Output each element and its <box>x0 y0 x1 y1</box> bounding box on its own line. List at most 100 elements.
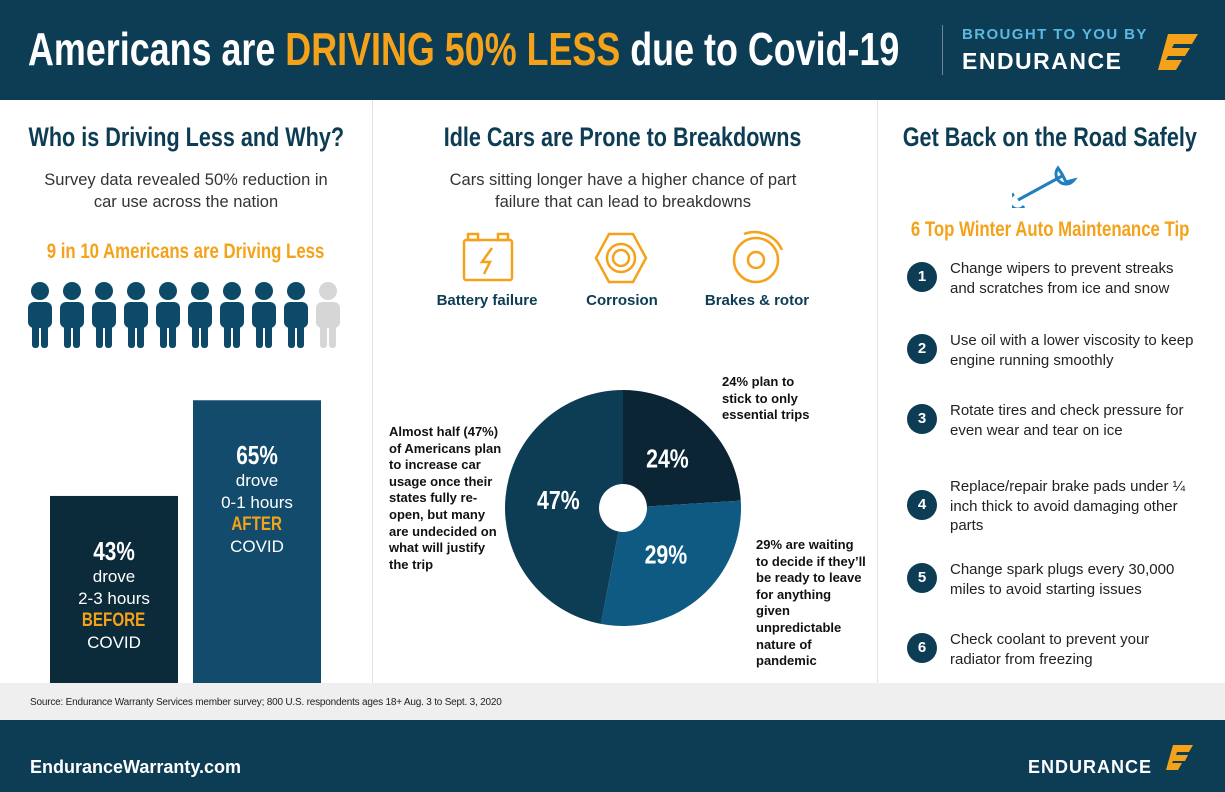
bar-value-text: 43% <box>93 535 135 566</box>
separator <box>877 100 878 683</box>
circle <box>746 250 766 270</box>
brand: ENDURANCE <box>962 48 1123 74</box>
bar-value-text: 65% <box>236 440 278 471</box>
title-start: Americans are <box>28 23 286 75</box>
note: 29% are waiting to decide if they’ll be … <box>756 537 866 669</box>
left-title: Who is Driving Less and Why? <box>0 122 436 153</box>
header-title: Americans are DRIVING 50% LESS due to Co… <box>28 22 1145 76</box>
footer-brand: ENDURANCE <box>1028 757 1153 777</box>
note: Almost half (47%) of Americans plan to i… <box>389 424 502 572</box>
use <box>284 282 308 348</box>
polygon <box>594 232 648 284</box>
tip-text: Change wipers to prevent streaks and scr… <box>950 260 1174 297</box>
bar-emphasis: BEFORE <box>50 610 178 632</box>
span: Americans are DRIVING 50% LESS due to Co… <box>28 22 899 76</box>
title-end: due to Covid-19 <box>620 23 900 75</box>
middle-title-text: Idle Cars are Prone to Breakdowns <box>444 122 802 152</box>
rect <box>462 238 514 282</box>
bar-line: drove <box>92 566 136 586</box>
circle <box>732 236 780 284</box>
title-highlight: DRIVING 50% LESS <box>285 23 621 75</box>
corrosion-icon <box>594 232 648 284</box>
pie-hole <box>599 484 647 532</box>
tip-number: 3 <box>907 404 937 434</box>
bar <box>50 495 178 683</box>
tip-text: Change spark plugs every 30,000 miles to… <box>950 561 1175 598</box>
wrench-icon <box>1012 165 1078 208</box>
bar-line: drove <box>235 471 279 491</box>
use <box>92 282 116 348</box>
footer-url: EnduranceWarranty.com <box>30 757 242 777</box>
tip-text: Replace/repair brake pads under ¼ inch t… <box>950 478 1186 534</box>
tips-heading: 6 Top Winter Auto Maintenance Tip <box>800 218 1225 242</box>
divider <box>942 25 943 75</box>
pie-label: 24% <box>646 445 689 475</box>
bar-emphasis-text: BEFORE <box>82 609 146 631</box>
icon-label: Battery failure <box>436 292 538 309</box>
icon-label: Brakes & rotor <box>704 292 810 309</box>
note: 24% plan to stick to only essential trip… <box>722 374 810 423</box>
use <box>124 282 148 348</box>
logo <box>1158 34 1198 70</box>
use <box>60 282 84 348</box>
footer-logo <box>1166 745 1193 770</box>
use <box>252 282 276 348</box>
pie-chart: 24% 29% 47% <box>504 390 741 626</box>
source: Source: Endurance Warranty Services memb… <box>30 697 502 708</box>
use <box>28 282 52 348</box>
header-band <box>0 0 1225 100</box>
bar-label: 43% drove 2-3 hours BEFORE COVID <box>50 536 178 654</box>
pie-label: 29% <box>645 541 688 571</box>
pie-slice <box>623 390 741 508</box>
battery-icon <box>462 232 514 282</box>
tip-text: Check coolant to prevent your radiator f… <box>950 631 1150 668</box>
bar-value: 65% <box>193 440 321 470</box>
tips-heading-text: 6 Top Winter Auto Maintenance Tip <box>910 218 1190 241</box>
pie-label: 47% <box>537 486 580 516</box>
circle <box>611 248 631 268</box>
person-empty <box>316 282 340 348</box>
separator <box>372 100 373 683</box>
tip-number: 6 <box>907 633 937 663</box>
bar-tail: COVID <box>87 632 141 652</box>
pie-slice <box>600 500 741 626</box>
left-subtitle: Survey data revealed 50% reduction in ca… <box>44 171 328 211</box>
tip-number: 1 <box>907 262 937 292</box>
logo-shape <box>1166 745 1193 770</box>
tip-number: 2 <box>907 334 937 364</box>
right-title-text: Get Back on the Road Safely <box>902 122 1198 152</box>
path <box>1017 174 1063 202</box>
rect <box>466 232 480 242</box>
bar-emphasis-text: AFTER <box>231 514 283 536</box>
path <box>479 247 494 275</box>
logo-shape <box>1158 34 1198 70</box>
left-title-text: Who is Driving Less and Why? <box>28 122 344 152</box>
use <box>220 282 244 348</box>
bar-line: 2-3 hours <box>78 588 150 608</box>
people-highlight: 9 in 10 Americans are Driving Less <box>0 240 436 264</box>
tip-text: Use oil with a lower viscosity to keep e… <box>950 332 1194 369</box>
brake-icon <box>732 230 784 284</box>
icon-label: Corrosion <box>586 292 658 309</box>
brought-by: BROUGHT TO YOU BY <box>962 26 1148 43</box>
middle-title: Idle Cars are Prone to Breakdowns <box>373 122 873 153</box>
g <box>1012 165 1078 208</box>
people-icons <box>28 282 340 348</box>
use <box>188 282 212 348</box>
part-icons <box>462 230 784 284</box>
bar-value: 43% <box>50 536 178 566</box>
pie-slice <box>504 390 623 624</box>
tip-number: 4 <box>907 490 937 520</box>
rect <box>496 232 510 242</box>
bar-line: 0-1 hours <box>221 493 293 513</box>
footer-band <box>0 720 1225 792</box>
bar-chart <box>50 400 321 683</box>
bar-emphasis: AFTER <box>193 514 321 536</box>
people-highlight-text: 9 in 10 Americans are Driving Less <box>47 240 325 263</box>
path <box>1054 165 1078 186</box>
source-band <box>0 683 1225 720</box>
tip-number: 5 <box>907 563 937 593</box>
bar-label: 65% drove 0-1 hours AFTER COVID <box>193 440 321 558</box>
circle <box>605 242 637 274</box>
